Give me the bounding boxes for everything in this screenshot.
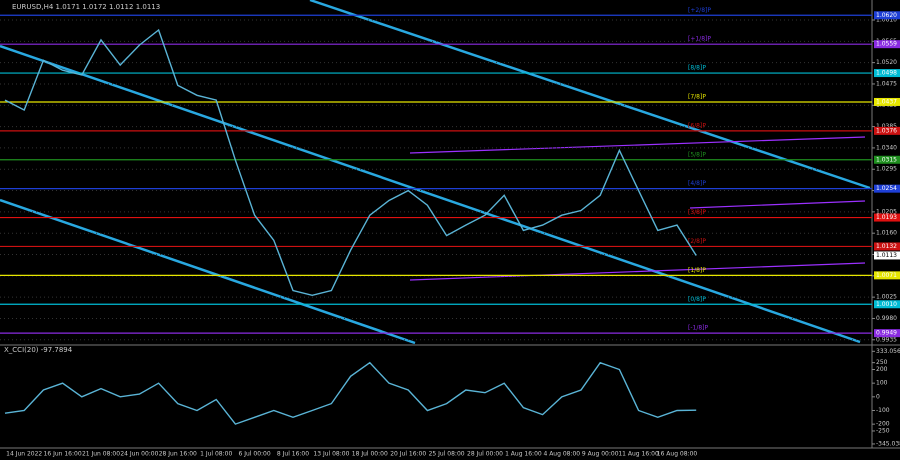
x-tick-label: 11 Aug 16:00 bbox=[618, 451, 659, 458]
y-tick-label: 1.0025 bbox=[876, 294, 897, 301]
level-label-box bbox=[874, 184, 900, 193]
level-label: 1.0071 bbox=[876, 272, 897, 279]
y-tick-label: -200 bbox=[876, 421, 890, 428]
y-tick-label: 0.9980 bbox=[876, 315, 897, 322]
channel-line bbox=[0, 198, 416, 345]
level-label: 1.0559 bbox=[876, 41, 897, 48]
y-tick-label: 1.0340 bbox=[876, 144, 897, 151]
x-tick-label: 6 Jul 00:00 bbox=[239, 451, 271, 458]
level-label-box bbox=[874, 213, 900, 222]
channel-line bbox=[309, 0, 871, 190]
x-tick-label: 14 Jun 2022 bbox=[6, 451, 42, 458]
y-tick-label: 1.0610 bbox=[876, 17, 897, 24]
purple-lines bbox=[409, 136, 866, 281]
y-tick-label: 100 bbox=[876, 380, 888, 387]
level-name: [6/8]P bbox=[688, 122, 706, 129]
level-name: [+2/8]P bbox=[688, 7, 711, 14]
level-name: [3/8]P bbox=[688, 209, 706, 216]
x-tick-label: 1 Aug 16:00 bbox=[505, 451, 542, 458]
level-name: [0/8]P bbox=[688, 296, 706, 303]
channel-line bbox=[0, 44, 861, 344]
x-tick-label: 28 Jul 00:00 bbox=[467, 451, 503, 458]
y-tick-label: 250 bbox=[876, 359, 888, 366]
y-tick-label: -250 bbox=[876, 427, 890, 434]
level-label-box bbox=[874, 155, 900, 164]
last-price-box bbox=[874, 251, 900, 260]
y-tick-label: 0 bbox=[876, 393, 880, 400]
y-tick-label: -345.038 bbox=[876, 440, 900, 447]
level-label: 1.0010 bbox=[876, 301, 897, 308]
level-label-box bbox=[874, 11, 900, 20]
x-tick-label: 1 Jul 08:00 bbox=[200, 451, 232, 458]
price-title: EURUSD,H4 1.0171 1.0172 1.0112 1.0113 bbox=[12, 3, 160, 11]
x-tick-label: 9 Aug 00:00 bbox=[582, 451, 619, 458]
level-label: 1.0620 bbox=[876, 12, 897, 19]
y-tick-label: 1.0295 bbox=[876, 166, 897, 173]
level-label-box bbox=[874, 40, 900, 49]
trend-line bbox=[689, 200, 866, 209]
level-label: 1.0437 bbox=[876, 98, 897, 105]
level-name: [8/8]P bbox=[688, 65, 706, 72]
price-line bbox=[4, 361, 697, 425]
level-name: [+1/8]P bbox=[688, 36, 711, 43]
y-tick-label: 1.0205 bbox=[876, 208, 897, 215]
level-label-box bbox=[874, 126, 900, 135]
x-tick-label: 18 Jul 00:00 bbox=[352, 451, 388, 458]
cci-title: X_CCI(20) -97.7894 bbox=[4, 346, 73, 354]
price-line bbox=[4, 28, 697, 297]
level-label-box bbox=[874, 329, 900, 338]
level-label-box bbox=[874, 242, 900, 251]
y-tick-label: 1.0385 bbox=[876, 123, 897, 130]
x-tick-label: 16 Jun 16:00 bbox=[44, 451, 82, 458]
trend-line bbox=[409, 136, 866, 154]
level-name: [7/8]P bbox=[688, 93, 706, 100]
level-label: 1.0498 bbox=[876, 70, 897, 77]
level-label: 1.0132 bbox=[876, 243, 897, 250]
x-tick-label: 8 Jul 16:00 bbox=[277, 451, 309, 458]
x-tick-label: 28 Jun 16:00 bbox=[159, 451, 197, 458]
x-tick-label: 4 Aug 08:00 bbox=[543, 451, 580, 458]
trend-line bbox=[409, 262, 866, 281]
y-tick-label: 1.0160 bbox=[876, 230, 897, 237]
x-tick-label: 16 Aug 08:00 bbox=[657, 451, 698, 458]
level-label-box bbox=[874, 271, 900, 280]
level-label-box bbox=[874, 97, 900, 106]
level-label: 1.0193 bbox=[876, 214, 897, 221]
x-tick-label: 20 Jul 16:00 bbox=[390, 451, 426, 458]
y-tick-label: 1.0520 bbox=[876, 59, 897, 66]
level-label: 1.0254 bbox=[876, 185, 897, 192]
level-label: 0.9949 bbox=[876, 330, 897, 337]
x-tick-label: 24 Jun 00:00 bbox=[120, 451, 158, 458]
last-price-label: 1.0113 bbox=[876, 252, 897, 259]
y-tick-label: 333.0565 bbox=[876, 348, 900, 355]
y-tick-label: 0.9935 bbox=[876, 336, 897, 343]
level-name: [5/8]P bbox=[688, 151, 706, 158]
y-tick-label: 1.0475 bbox=[876, 80, 897, 87]
level-name: [1/8]P bbox=[688, 267, 706, 274]
x-tick-label: 25 Jul 08:00 bbox=[429, 451, 465, 458]
y-tick-label: 200 bbox=[876, 366, 888, 373]
level-name: [2/8]P bbox=[688, 238, 706, 245]
level-label: 1.0315 bbox=[876, 156, 897, 163]
trend-channels bbox=[0, 0, 871, 345]
level-label-box bbox=[874, 300, 900, 309]
y-tick-label: -100 bbox=[876, 407, 890, 414]
x-tick-label: 21 Jun 08:00 bbox=[82, 451, 120, 458]
x-tick-label: 13 Jul 08:00 bbox=[313, 451, 349, 458]
level-name: [4/8]P bbox=[688, 180, 706, 187]
level-name: [-1/8]P bbox=[688, 325, 709, 332]
level-label-box bbox=[874, 69, 900, 78]
level-label: 1.0376 bbox=[876, 127, 897, 134]
